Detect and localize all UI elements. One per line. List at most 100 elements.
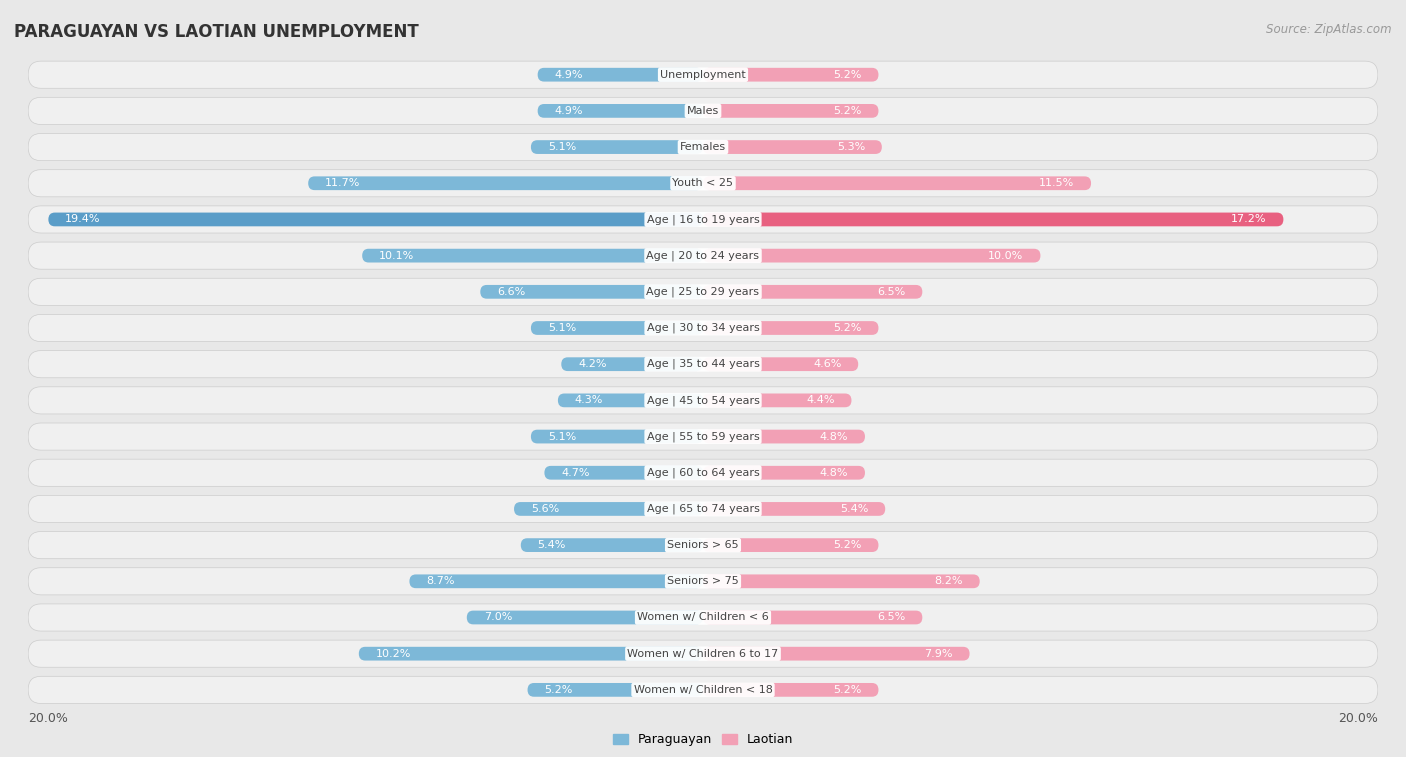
Text: Women w/ Children 6 to 17: Women w/ Children 6 to 17 <box>627 649 779 659</box>
Text: 5.1%: 5.1% <box>548 431 576 441</box>
FancyBboxPatch shape <box>531 321 703 335</box>
Text: 4.2%: 4.2% <box>578 359 606 369</box>
Text: 4.9%: 4.9% <box>554 106 583 116</box>
FancyBboxPatch shape <box>308 176 703 190</box>
Text: 4.8%: 4.8% <box>820 468 848 478</box>
Text: 20.0%: 20.0% <box>1339 712 1378 725</box>
FancyBboxPatch shape <box>703 646 970 661</box>
Text: 5.2%: 5.2% <box>834 323 862 333</box>
Text: 5.2%: 5.2% <box>834 106 862 116</box>
Text: 11.5%: 11.5% <box>1039 178 1074 188</box>
Text: 5.1%: 5.1% <box>548 323 576 333</box>
FancyBboxPatch shape <box>703 575 980 588</box>
Text: 11.7%: 11.7% <box>325 178 360 188</box>
FancyBboxPatch shape <box>703 357 858 371</box>
Text: Females: Females <box>681 142 725 152</box>
FancyBboxPatch shape <box>28 61 1378 89</box>
FancyBboxPatch shape <box>527 683 703 696</box>
Text: 10.2%: 10.2% <box>375 649 411 659</box>
Text: Age | 45 to 54 years: Age | 45 to 54 years <box>647 395 759 406</box>
Text: 5.2%: 5.2% <box>834 685 862 695</box>
Text: 5.2%: 5.2% <box>544 685 572 695</box>
FancyBboxPatch shape <box>28 459 1378 486</box>
FancyBboxPatch shape <box>48 213 703 226</box>
FancyBboxPatch shape <box>703 104 879 118</box>
FancyBboxPatch shape <box>363 249 703 263</box>
Text: Age | 16 to 19 years: Age | 16 to 19 years <box>647 214 759 225</box>
FancyBboxPatch shape <box>28 242 1378 269</box>
Text: 4.3%: 4.3% <box>575 395 603 406</box>
Text: 4.6%: 4.6% <box>813 359 841 369</box>
FancyBboxPatch shape <box>703 68 879 82</box>
FancyBboxPatch shape <box>531 140 703 154</box>
Text: Age | 55 to 59 years: Age | 55 to 59 years <box>647 431 759 442</box>
FancyBboxPatch shape <box>515 502 703 516</box>
Text: Males: Males <box>688 106 718 116</box>
FancyBboxPatch shape <box>531 430 703 444</box>
Text: 8.7%: 8.7% <box>426 576 454 587</box>
FancyBboxPatch shape <box>28 279 1378 305</box>
Text: 5.2%: 5.2% <box>834 540 862 550</box>
FancyBboxPatch shape <box>703 249 1040 263</box>
FancyBboxPatch shape <box>28 350 1378 378</box>
FancyBboxPatch shape <box>28 676 1378 703</box>
Text: 5.2%: 5.2% <box>834 70 862 79</box>
FancyBboxPatch shape <box>703 213 1284 226</box>
FancyBboxPatch shape <box>28 387 1378 414</box>
Text: 5.6%: 5.6% <box>531 504 560 514</box>
Text: 8.2%: 8.2% <box>935 576 963 587</box>
Text: 10.0%: 10.0% <box>988 251 1024 260</box>
Text: Women w/ Children < 18: Women w/ Children < 18 <box>634 685 772 695</box>
Legend: Paraguayan, Laotian: Paraguayan, Laotian <box>607 728 799 752</box>
FancyBboxPatch shape <box>28 604 1378 631</box>
Text: 19.4%: 19.4% <box>65 214 101 224</box>
Text: Age | 65 to 74 years: Age | 65 to 74 years <box>647 503 759 514</box>
FancyBboxPatch shape <box>28 423 1378 450</box>
Text: 20.0%: 20.0% <box>28 712 67 725</box>
FancyBboxPatch shape <box>359 646 703 661</box>
FancyBboxPatch shape <box>28 133 1378 160</box>
FancyBboxPatch shape <box>703 140 882 154</box>
Text: Age | 35 to 44 years: Age | 35 to 44 years <box>647 359 759 369</box>
FancyBboxPatch shape <box>28 206 1378 233</box>
Text: 7.0%: 7.0% <box>484 612 512 622</box>
FancyBboxPatch shape <box>28 495 1378 522</box>
FancyBboxPatch shape <box>537 104 703 118</box>
FancyBboxPatch shape <box>520 538 703 552</box>
FancyBboxPatch shape <box>481 285 703 299</box>
Text: Age | 25 to 29 years: Age | 25 to 29 years <box>647 287 759 297</box>
FancyBboxPatch shape <box>703 502 886 516</box>
FancyBboxPatch shape <box>703 683 879 696</box>
FancyBboxPatch shape <box>28 170 1378 197</box>
Text: Age | 60 to 64 years: Age | 60 to 64 years <box>647 468 759 478</box>
FancyBboxPatch shape <box>409 575 703 588</box>
Text: 10.1%: 10.1% <box>380 251 415 260</box>
FancyBboxPatch shape <box>28 640 1378 667</box>
FancyBboxPatch shape <box>703 538 879 552</box>
Text: PARAGUAYAN VS LAOTIAN UNEMPLOYMENT: PARAGUAYAN VS LAOTIAN UNEMPLOYMENT <box>14 23 419 41</box>
Text: 17.2%: 17.2% <box>1232 214 1267 224</box>
Text: 7.9%: 7.9% <box>924 649 953 659</box>
FancyBboxPatch shape <box>467 611 703 625</box>
Text: 6.5%: 6.5% <box>877 287 905 297</box>
Text: 5.3%: 5.3% <box>837 142 865 152</box>
FancyBboxPatch shape <box>703 176 1091 190</box>
FancyBboxPatch shape <box>703 321 879 335</box>
Text: Seniors > 75: Seniors > 75 <box>666 576 740 587</box>
FancyBboxPatch shape <box>703 466 865 480</box>
Text: 5.4%: 5.4% <box>839 504 869 514</box>
Text: Youth < 25: Youth < 25 <box>672 178 734 188</box>
Text: 5.1%: 5.1% <box>548 142 576 152</box>
Text: Unemployment: Unemployment <box>661 70 745 79</box>
FancyBboxPatch shape <box>561 357 703 371</box>
Text: Age | 20 to 24 years: Age | 20 to 24 years <box>647 251 759 261</box>
FancyBboxPatch shape <box>703 430 865 444</box>
FancyBboxPatch shape <box>703 285 922 299</box>
Text: 6.6%: 6.6% <box>498 287 526 297</box>
Text: Women w/ Children < 6: Women w/ Children < 6 <box>637 612 769 622</box>
Text: 4.4%: 4.4% <box>806 395 835 406</box>
FancyBboxPatch shape <box>28 314 1378 341</box>
Text: Seniors > 65: Seniors > 65 <box>668 540 738 550</box>
FancyBboxPatch shape <box>537 68 703 82</box>
FancyBboxPatch shape <box>703 394 852 407</box>
